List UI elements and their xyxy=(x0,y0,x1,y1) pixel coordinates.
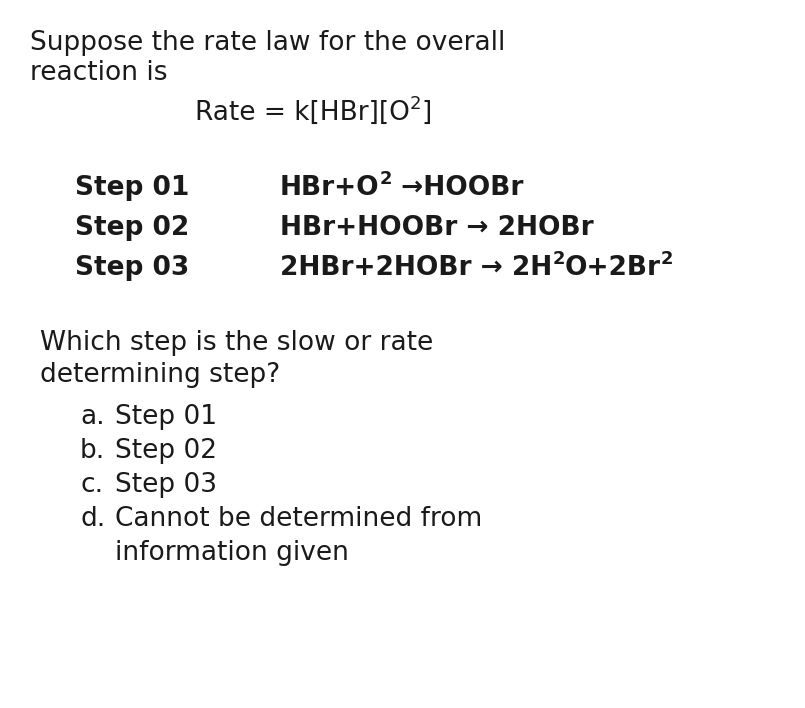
Text: HBr+HOOBr → 2HOBr: HBr+HOOBr → 2HOBr xyxy=(280,215,593,241)
Text: Step 01: Step 01 xyxy=(115,404,217,430)
Text: 2: 2 xyxy=(410,95,421,113)
Text: Step 02: Step 02 xyxy=(75,215,189,241)
Text: information given: information given xyxy=(115,540,349,566)
Text: Suppose the rate law for the overall: Suppose the rate law for the overall xyxy=(30,30,506,56)
Text: 2: 2 xyxy=(661,250,673,268)
Text: b.: b. xyxy=(80,438,105,464)
Text: reaction is: reaction is xyxy=(30,60,167,86)
Text: Step 03: Step 03 xyxy=(75,255,189,281)
Text: O+2Br: O+2Br xyxy=(565,255,661,281)
Text: d.: d. xyxy=(80,506,105,532)
Text: HBr+O: HBr+O xyxy=(280,175,380,201)
Text: ]: ] xyxy=(421,100,431,126)
Text: →HOOBr: →HOOBr xyxy=(392,175,523,201)
Text: c.: c. xyxy=(80,472,103,498)
Text: Which step is the slow or rate: Which step is the slow or rate xyxy=(40,330,433,356)
Text: Step 03: Step 03 xyxy=(115,472,217,498)
Text: determining step?: determining step? xyxy=(40,362,280,388)
Text: Cannot be determined from: Cannot be determined from xyxy=(115,506,482,532)
Text: 2HBr+2HOBr → 2H: 2HBr+2HOBr → 2H xyxy=(280,255,552,281)
Text: Step 02: Step 02 xyxy=(115,438,217,464)
Text: Rate = k[HBr][O: Rate = k[HBr][O xyxy=(195,100,410,126)
Text: 2: 2 xyxy=(552,250,565,268)
Text: Step 01: Step 01 xyxy=(75,175,189,201)
Text: a.: a. xyxy=(80,404,105,430)
Text: 2: 2 xyxy=(380,170,392,188)
